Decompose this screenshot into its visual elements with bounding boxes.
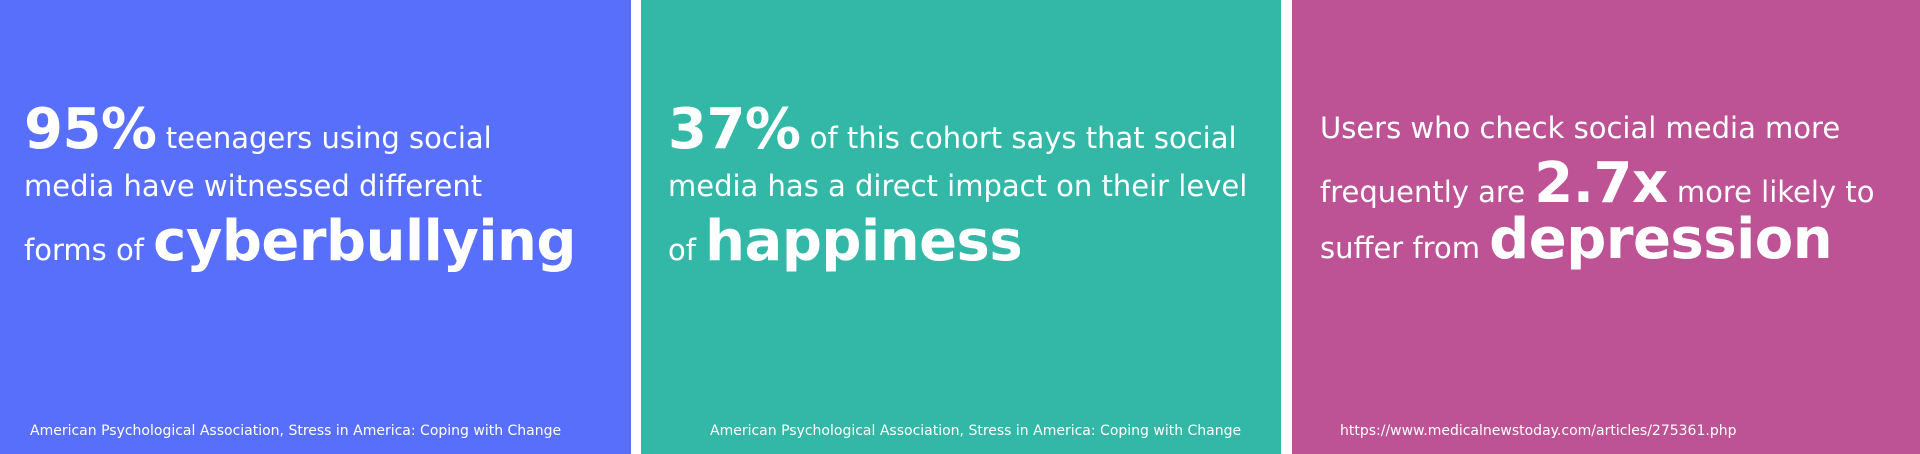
statement-text-part: suffer from [1320, 231, 1490, 265]
source-citation: American Psychological Association, Stre… [710, 423, 1242, 439]
source-citation: American Psychological Association, Stre… [30, 423, 562, 439]
source-citation: https://www.medicalnewstoday.com/article… [1340, 423, 1737, 439]
statement-line-1: Users who check social media more [1320, 111, 1841, 145]
statement-text: 37% of this cohort says that social medi… [668, 102, 1258, 270]
stat-card-happiness: 37% of this cohort says that social medi… [641, 0, 1281, 454]
statement-text-part: more likely to [1667, 175, 1875, 209]
keyword: happiness [705, 209, 1023, 274]
stat-card-depression: Users who check social media more freque… [1292, 0, 1920, 454]
stat-card-cyberbullying: 95% teenagers using social media have wi… [0, 0, 631, 454]
statement-line-3: forms of cyberbullying [24, 214, 614, 270]
statement-text-part: frequently are [1320, 175, 1535, 209]
statement-line-3: suffer from depression [1320, 212, 1910, 268]
statement-line-2: media has a direct impact on their level [668, 169, 1248, 203]
statement-line-2: media have witnessed different [24, 169, 483, 203]
stat-value: 95% [24, 97, 157, 162]
stat-value: 2.7x [1534, 151, 1668, 216]
statement-line-2: frequently are 2.7x more likely to [1320, 156, 1910, 212]
keyword: cyberbullying [153, 209, 577, 274]
keyword: depression [1489, 207, 1833, 272]
statement-line-1: 95% teenagers using social [24, 102, 614, 158]
statement-text: Users who check social media more freque… [1320, 100, 1910, 268]
stat-value: 37% [668, 97, 801, 162]
statement-text: 95% teenagers using social media have wi… [24, 102, 614, 270]
statement-text-part: teenagers using social [156, 121, 492, 155]
statement-text-part: of this cohort says that social [800, 121, 1237, 155]
statement-text-part: forms of [24, 233, 154, 267]
statement-text-part: of [668, 233, 706, 267]
statement-line-3: of happiness [668, 214, 1258, 270]
statement-line-1: 37% of this cohort says that social [668, 102, 1258, 158]
